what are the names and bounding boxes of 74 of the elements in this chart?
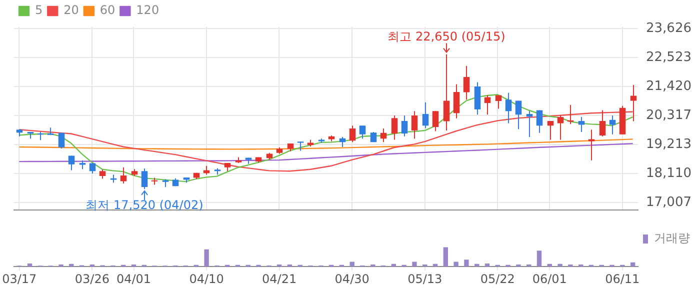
candlestick (463, 65, 470, 100)
candlestick (578, 116, 585, 132)
bar (204, 249, 209, 267)
legend-label: 거래량 (654, 231, 690, 246)
candlestick (484, 94, 491, 116)
candlestick (609, 114, 616, 135)
bar (27, 264, 32, 267)
candlestick (99, 169, 106, 180)
y-tick-label: 20,317 (646, 108, 692, 123)
bar (464, 260, 469, 267)
candlestick (588, 129, 595, 161)
candlestick (359, 125, 366, 140)
x-tick-label: 05/13 (408, 272, 442, 286)
bar (443, 247, 448, 267)
bar (276, 264, 282, 267)
bar (526, 264, 532, 267)
x-tick-label: 04/30 (334, 272, 370, 286)
candlestick (495, 94, 502, 110)
annotation: 최저 17,520 (04/02) (86, 198, 204, 212)
bar (412, 262, 417, 267)
annotation: 최고 22,650 (05/15) (388, 29, 506, 44)
candlestick (411, 110, 418, 140)
candlestick (349, 125, 356, 143)
bar (287, 264, 292, 267)
candlestick (120, 166, 127, 184)
bar (578, 264, 584, 267)
x-tick-label: 05/22 (480, 272, 515, 286)
legend-label: 20 (64, 3, 79, 18)
bar (558, 264, 562, 267)
x-tick-label: 06/01 (532, 272, 567, 286)
candlestick (515, 100, 522, 130)
candlestick (526, 110, 533, 138)
legend-label: 60 (100, 3, 116, 18)
bar (484, 264, 490, 267)
y-tick-label: 23,626 (646, 21, 692, 36)
bar (370, 264, 376, 267)
candlestick (58, 132, 65, 150)
bar (630, 262, 636, 267)
bar (516, 264, 521, 267)
candlestick (422, 102, 429, 129)
y-tick-label: 19,213 (646, 136, 692, 152)
bar (536, 250, 542, 267)
candlestick (380, 128, 387, 143)
candlestick (547, 120, 554, 140)
y-tick-label: 17,007 (646, 194, 692, 210)
candlestick (474, 82, 481, 116)
bar (58, 264, 64, 267)
bar (454, 262, 458, 267)
bar (90, 264, 95, 267)
x-tick-label: 03/26 (74, 272, 110, 286)
legend-label: 120 (136, 3, 160, 18)
candlestick (401, 114, 408, 137)
candlestick (630, 84, 637, 122)
candlestick (505, 92, 512, 124)
y-tick-label: 21,420 (646, 78, 692, 94)
y-tick-label: 22,523 (646, 50, 692, 66)
x-tick-label: 03/17 (2, 272, 37, 286)
bar (568, 264, 573, 267)
candlestick (557, 114, 564, 140)
x-tick-label: 04/10 (189, 272, 224, 286)
legend-label: 5 (35, 3, 43, 18)
candlestick (391, 114, 398, 140)
candlestick (536, 110, 543, 134)
x-tick-label: 04/01 (116, 272, 152, 286)
bar (131, 264, 136, 267)
y-tick-label: 18,110 (646, 166, 692, 181)
x-tick-label: 04/21 (262, 272, 297, 286)
candlestick (432, 110, 439, 132)
candlestick (599, 110, 606, 137)
candlestick (453, 84, 460, 119)
bar (350, 262, 354, 267)
candlestick (68, 155, 75, 171)
bar (422, 264, 428, 267)
x-tick-label: 06/11 (605, 272, 640, 286)
